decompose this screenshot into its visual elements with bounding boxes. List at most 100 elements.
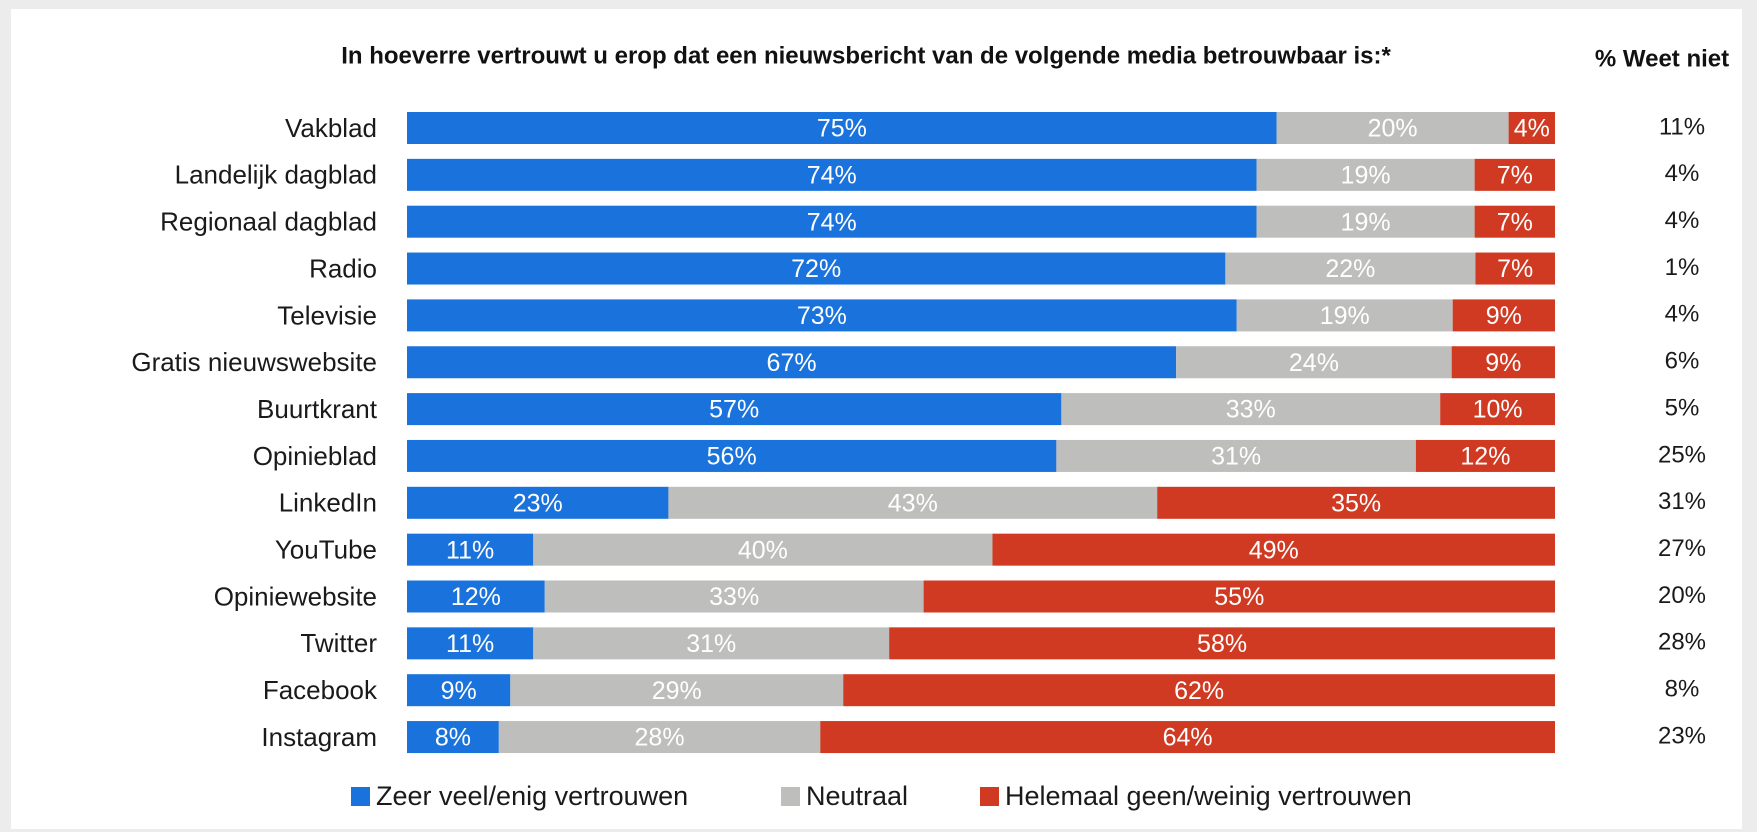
- bar-segment: [407, 205, 1257, 238]
- bar-segment: [407, 721, 499, 754]
- bar-segment: [533, 627, 890, 660]
- category-label: Gratis nieuwswebsite: [131, 347, 377, 377]
- data-label: 4%: [1514, 115, 1550, 143]
- data-label: 40%: [738, 536, 788, 564]
- category-label: Opinieblad: [253, 441, 377, 471]
- data-label: 49%: [1249, 536, 1299, 564]
- dont-know-label: 4%: [1665, 160, 1700, 187]
- data-label: 31%: [686, 630, 736, 658]
- dont-know-label: 8%: [1665, 676, 1700, 703]
- data-label: 67%: [767, 349, 817, 377]
- category-label: LinkedIn: [279, 488, 377, 518]
- bar-segment: [1451, 346, 1555, 379]
- legend-swatch: [781, 787, 800, 806]
- data-label: 55%: [1214, 583, 1264, 611]
- bar-segment: [407, 486, 669, 519]
- data-label: 35%: [1331, 489, 1381, 517]
- bar-segment: [407, 580, 545, 613]
- bar-segment: [1061, 393, 1441, 426]
- data-label: 31%: [1211, 443, 1261, 471]
- category-label: Buurtkrant: [257, 394, 378, 424]
- column-title: % Weet niet: [1595, 45, 1729, 72]
- bar-segment: [1236, 299, 1453, 332]
- dont-know-label: 6%: [1665, 348, 1700, 375]
- data-label: 12%: [451, 583, 501, 611]
- data-label: 73%: [797, 302, 847, 330]
- dont-know-label: 20%: [1658, 582, 1706, 609]
- legend-label: Zeer veel/enig vertrouwen: [376, 781, 688, 811]
- data-label: 33%: [1226, 396, 1276, 424]
- bar-segment: [407, 439, 1057, 472]
- data-label: 23%: [513, 489, 563, 517]
- bar-segment: [992, 533, 1555, 566]
- data-label: 72%: [791, 255, 841, 283]
- data-label: 62%: [1174, 677, 1224, 705]
- data-label: 10%: [1473, 396, 1523, 424]
- dont-know-label: 4%: [1665, 301, 1700, 328]
- data-label: 33%: [709, 583, 759, 611]
- category-label: Televisie: [277, 300, 377, 330]
- category-label: Instagram: [261, 722, 377, 752]
- dont-know-label: 4%: [1665, 207, 1700, 234]
- bar-segment: [407, 299, 1237, 332]
- data-label: 8%: [435, 724, 471, 752]
- bar-segment: [407, 346, 1177, 379]
- bar-segment: [407, 393, 1062, 426]
- legend-label: Helemaal geen/weinig vertrouwen: [1005, 781, 1412, 811]
- bar-segment: [510, 674, 844, 707]
- bar-segment: [1276, 112, 1509, 144]
- data-label: 7%: [1497, 208, 1533, 236]
- data-label: 43%: [888, 489, 938, 517]
- data-label: 75%: [817, 115, 867, 143]
- bar-segment: [668, 486, 1158, 519]
- bar-segment: [544, 580, 924, 613]
- data-label: 9%: [1486, 302, 1522, 330]
- bar-segment: [407, 158, 1257, 191]
- bar-segment: [407, 627, 534, 660]
- data-label: 28%: [635, 724, 685, 752]
- data-label: 57%: [709, 396, 759, 424]
- bar-segment: [1056, 439, 1416, 472]
- bar-segment: [407, 533, 534, 566]
- bar-segment: [820, 721, 1555, 754]
- category-label: Vakblad: [285, 113, 377, 143]
- data-label: 74%: [807, 208, 857, 236]
- bar-segment: [1415, 439, 1555, 472]
- data-label: 22%: [1325, 255, 1375, 283]
- bar-segment: [533, 533, 993, 566]
- dont-know-label: 27%: [1658, 535, 1706, 562]
- dont-know-label: 11%: [1659, 113, 1705, 140]
- data-label: 19%: [1341, 208, 1391, 236]
- chart-title: In hoeverre vertrouwt u erop dat een nie…: [341, 42, 1391, 69]
- bar-segment: [843, 674, 1555, 707]
- data-label: 74%: [807, 161, 857, 189]
- dont-know-label: 23%: [1658, 722, 1706, 749]
- bar-segment: [1475, 252, 1555, 285]
- category-label: Regionaal dagblad: [160, 207, 377, 237]
- bar-segment: [1452, 299, 1555, 332]
- bar-segment: [1256, 205, 1475, 238]
- bar-segment: [923, 580, 1555, 613]
- data-label: 20%: [1368, 115, 1418, 143]
- data-label: 19%: [1341, 161, 1391, 189]
- bar-segment: [407, 112, 1277, 144]
- category-label: Radio: [309, 253, 377, 283]
- data-label: 7%: [1497, 161, 1533, 189]
- bar-segment: [1157, 486, 1555, 519]
- legend-label: Neutraal: [806, 781, 908, 811]
- data-label: 11%: [446, 630, 494, 658]
- bar-segment: [1508, 112, 1555, 144]
- data-label: 9%: [441, 677, 477, 705]
- dont-know-label: 1%: [1665, 254, 1700, 281]
- dont-know-label: 31%: [1658, 488, 1706, 515]
- bar-segment: [1440, 393, 1555, 426]
- dont-know-label: 5%: [1665, 394, 1700, 421]
- bar-segment: [1474, 158, 1555, 191]
- data-label: 12%: [1460, 443, 1510, 471]
- bar-segment: [889, 627, 1555, 660]
- category-label: Landelijk dagblad: [175, 160, 377, 190]
- data-label: 64%: [1163, 724, 1213, 752]
- category-label: Opiniewebsite: [214, 581, 377, 611]
